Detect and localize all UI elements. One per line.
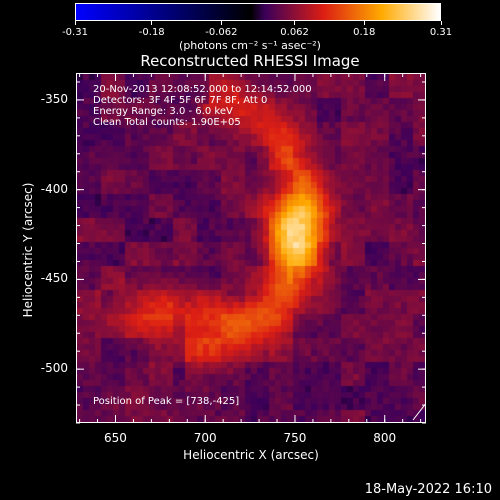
x-tick-label: 700 (193, 431, 217, 445)
colorbar-tickmark (294, 21, 296, 25)
method-annotation: Clean Total counts: 1.90E+05 (93, 117, 241, 128)
colorbar-tick-label: -0.18 (138, 27, 165, 38)
colorbar-tick-label: -0.062 (205, 27, 238, 38)
detectors-annotation: Detectors: 3F 4F 5F 6F 7F 8F, Att 0 (93, 95, 268, 106)
colorbar-tickmark (74, 21, 76, 25)
peak-annotation: Position of Peak = [738,-425] (93, 396, 240, 407)
plot-timestamp: 18-May-2022 16:10 (364, 482, 492, 497)
colorbar-tickmark (363, 21, 365, 25)
x-axis-label: Heliocentric X (arcsec) (183, 448, 319, 462)
image-plot: 20-Nov-2013 12:08:52.000 to 12:14:52.000… (76, 73, 426, 423)
colorbar-tick-label: 0.062 (280, 27, 309, 38)
image-title: Reconstructed RHESSI Image (140, 52, 360, 70)
hxr-image (77, 74, 425, 422)
x-tick-label: 650 (104, 431, 127, 445)
colorbar-tickmark (440, 21, 442, 25)
energy-annotation: Energy Range: 3.0 - 6.0 keV (93, 106, 233, 117)
y-tick-label: -400 (40, 181, 68, 196)
colorbar-tick-label: 0.18 (353, 27, 376, 38)
colorbar-tick-label: 0.31 (429, 27, 453, 38)
colorbar-tickmark (151, 21, 153, 25)
y-tick-label: -450 (40, 271, 68, 286)
y-axis-label: Heliocentric Y (arcsec) (21, 182, 35, 318)
colorbar-tickmark (220, 21, 222, 25)
colorbar-units: (photons cm⁻² s⁻¹ asec⁻²) (179, 39, 321, 52)
x-tick-label: 800 (373, 431, 397, 445)
colorbar (75, 3, 441, 21)
colorbar-tick-label: -0.31 (62, 27, 88, 38)
y-tick-label: -350 (40, 91, 68, 106)
time-range-annotation: 20-Nov-2013 12:08:52.000 to 12:14:52.000 (93, 84, 312, 95)
x-tick-label: 750 (283, 431, 307, 445)
y-tick-label: -500 (40, 361, 68, 376)
